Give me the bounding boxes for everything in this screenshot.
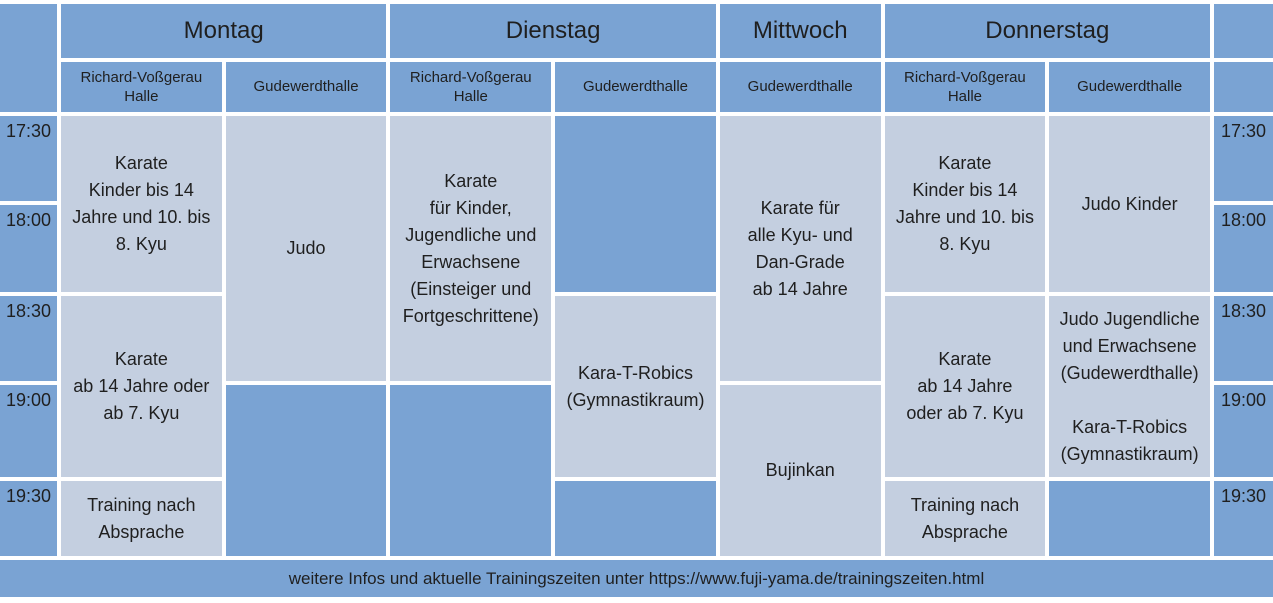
corner-cell-right-top: [1213, 4, 1273, 58]
corner-cell-right-sub: [1213, 62, 1273, 112]
time-label-left-1930: 19:30: [0, 481, 57, 556]
empty-cell-monday-gudewerdt-late: [225, 385, 387, 556]
event-thursday-voss-karate-kids: Karate Kinder bis 14 Jahre und 10. bis 8…: [884, 116, 1046, 292]
time-label-left-1900: 19:00: [0, 385, 57, 477]
hall-header-monday-gudewerdt: Gudewerdthalle: [225, 62, 387, 112]
day-header-mittwoch: Mittwoch: [719, 4, 881, 58]
event-tuesday-gudewerdt-karatrobics: Kara-T-Robics (Gymnastikraum): [555, 296, 716, 477]
event-monday-voss-training-absprache: Training nach Absprache: [61, 481, 222, 556]
event-thursday-voss-training-absprache: Training nach Absprache: [884, 481, 1046, 556]
training-schedule-table: Montag Dienstag Mittwoch Donnerstag Rich…: [0, 4, 1273, 597]
empty-cell-tuesday-gudewerdt-late: [555, 481, 716, 556]
event-thursday-voss-karate-adults: Karate ab 14 Jahre oder ab 7. Kyu: [884, 296, 1046, 477]
hall-header-tuesday-gudewerdt: Gudewerdthalle: [555, 62, 716, 112]
hall-header-thursday-gudewerdt: Gudewerdthalle: [1049, 62, 1210, 112]
time-label-left-1830: 18:30: [0, 296, 57, 381]
event-monday-voss-karate-adults: Karate ab 14 Jahre oder ab 7. Kyu: [61, 296, 222, 477]
empty-cell-tuesday-gudewerdt-early: [555, 116, 716, 292]
time-label-right-1930: 19:30: [1213, 481, 1273, 556]
event-monday-voss-karate-kids: Karate Kinder bis 14 Jahre und 10. bis 8…: [61, 116, 222, 292]
hall-header-tuesday-vossgerau: Richard-Voßgerau Halle: [390, 62, 552, 112]
footer-note: weitere Infos und aktuelle Trainingszeit…: [0, 560, 1273, 597]
hall-header-thursday-vossgerau: Richard-Voßgerau Halle: [884, 62, 1046, 112]
time-label-right-1830: 18:30: [1213, 296, 1273, 381]
day-header-dienstag: Dienstag: [390, 4, 716, 58]
event-thursday-gudewerdt-judo-kinder: Judo Kinder: [1049, 116, 1210, 292]
day-header-montag: Montag: [61, 4, 387, 58]
event-tuesday-voss-karate-all: Karate für Kinder, Jugendliche und Erwac…: [390, 116, 552, 381]
time-label-right-1900: 19:00: [1213, 385, 1273, 477]
event-thursday-gudewerdt-judo-karatrobics: Judo Jugendliche und Erwachsene (Gudewer…: [1049, 296, 1210, 477]
empty-cell-thursday-gudewerdt-late: [1049, 481, 1210, 556]
event-wednesday-bujinkan: Bujinkan: [719, 385, 881, 556]
time-label-right-1800: 18:00: [1213, 205, 1273, 292]
event-monday-gudewerdt-judo: Judo: [225, 116, 387, 381]
time-label-right-1730: 17:30: [1213, 116, 1273, 201]
hall-header-wednesday-gudewerdt: Gudewerdthalle: [719, 62, 881, 112]
empty-cell-tuesday-voss-late: [390, 385, 552, 556]
time-label-left-1730: 17:30: [0, 116, 57, 201]
event-wednesday-karate-kyu-dan: Karate für alle Kyu- und Dan-Grade ab 14…: [719, 116, 881, 381]
corner-cell-left: [0, 4, 57, 112]
hall-header-monday-vossgerau: Richard-Voßgerau Halle: [61, 62, 222, 112]
day-header-donnerstag: Donnerstag: [884, 4, 1210, 58]
time-label-left-1800: 18:00: [0, 205, 57, 292]
